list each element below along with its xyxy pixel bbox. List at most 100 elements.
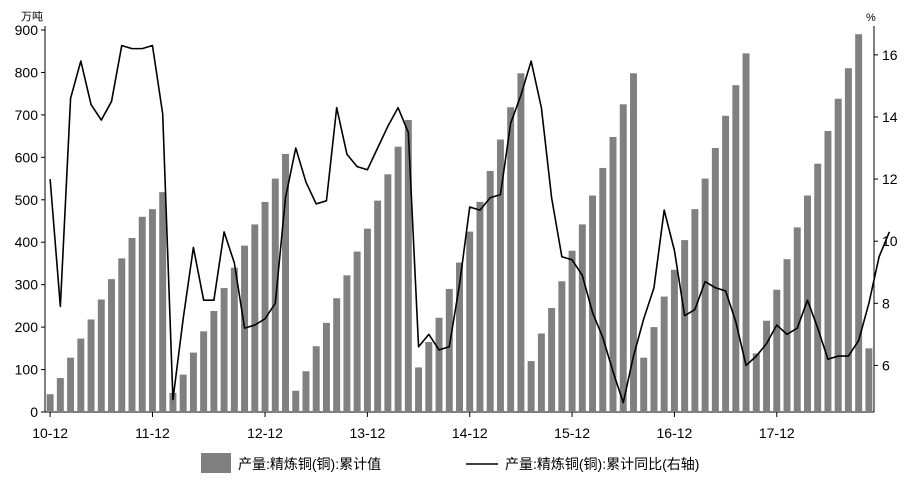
left-tick-label: 600: [15, 149, 39, 165]
bar: [814, 163, 822, 412]
bar: [118, 258, 126, 412]
x-tick-label: 14-12: [452, 425, 488, 441]
bar: [159, 192, 167, 412]
bar: [763, 320, 771, 412]
bar: [752, 353, 760, 412]
bar: [169, 392, 177, 412]
legend: 产量:精炼铜(铜):累计值 产量:精炼铜(铜):累计同比(右轴): [201, 453, 699, 473]
right-tick-label: 8: [882, 295, 890, 311]
line-series: [49, 44, 891, 404]
bar: [548, 308, 556, 412]
bar: [609, 136, 617, 412]
yoy-line: [49, 44, 891, 404]
bar: [128, 237, 136, 412]
right-tick-label: 6: [882, 357, 890, 373]
bar: [333, 298, 341, 412]
legend-bar-label: 产量:精炼铜(铜):累计值: [238, 456, 381, 472]
bar: [312, 346, 320, 412]
bar: [732, 85, 740, 413]
bar: [599, 167, 607, 412]
bar: [670, 269, 678, 412]
bar: [558, 281, 566, 412]
bar: [138, 216, 146, 412]
bar: [640, 357, 648, 412]
left-tick-label: 700: [15, 107, 39, 123]
bar: [179, 374, 187, 412]
bar: [189, 352, 197, 412]
bar: [282, 153, 289, 412]
left-tick-label: 100: [15, 362, 39, 378]
tick-labels: 0 100 200 300 400 500 600 700 800 900 6 8 10 12 14 16 10…: [15, 22, 898, 441]
bar: [568, 250, 576, 412]
bar: [681, 240, 689, 412]
left-tick-label: 800: [15, 64, 39, 80]
left-axis-unit: 万吨: [21, 10, 43, 23]
x-tick-label: 11-12: [135, 425, 170, 441]
bar: [363, 228, 371, 412]
bar: [722, 115, 730, 413]
left-tick-label: 400: [15, 234, 39, 250]
bar: [496, 139, 504, 412]
x-tick-label: 10-12: [32, 425, 68, 441]
legend-bar-swatch: [201, 453, 231, 473]
bar: [589, 195, 597, 412]
left-tick-label: 900: [15, 22, 39, 38]
bar: [456, 262, 463, 412]
bar: [435, 317, 443, 412]
x-tick-label: 17-12: [759, 425, 795, 441]
bar: [322, 322, 330, 412]
legend-line-label: 产量:精炼铜(铜):累计同比(右轴): [505, 456, 699, 472]
bar: [517, 73, 525, 412]
x-tick-label: 13-12: [349, 425, 385, 441]
bar: [425, 341, 433, 412]
bar: [486, 170, 494, 412]
bar: [804, 195, 811, 412]
bar: [793, 227, 801, 412]
x-tick-label: 16-12: [657, 425, 693, 441]
bar: [374, 200, 382, 412]
bar: [261, 201, 269, 412]
bar: [56, 378, 64, 412]
left-tick-label: 500: [15, 192, 39, 208]
bar: [343, 275, 351, 412]
bar: [251, 224, 259, 412]
bar: [824, 131, 832, 412]
bar: [384, 174, 392, 412]
bar: [302, 371, 310, 412]
bar: [292, 390, 300, 412]
right-tick-label: 10: [882, 233, 898, 249]
bar: [200, 331, 208, 412]
bar: [394, 146, 402, 412]
bar: [742, 53, 750, 413]
bar: [711, 148, 719, 412]
bar: [855, 34, 863, 413]
bar: [507, 107, 515, 412]
bar: [650, 327, 658, 412]
bar: [660, 296, 668, 412]
left-tick-label: 200: [15, 319, 39, 335]
bar: [46, 394, 54, 412]
bar: [865, 348, 873, 412]
bar: [404, 119, 412, 412]
bar: [701, 178, 709, 412]
bar: [476, 201, 484, 412]
bar: [844, 68, 852, 412]
x-tick-label: 12-12: [247, 425, 283, 441]
bar: [353, 251, 361, 412]
bar: [773, 289, 781, 412]
bar: [466, 231, 474, 412]
right-tick-label: 16: [882, 47, 898, 63]
bar: [67, 357, 75, 412]
bar: [415, 367, 423, 412]
bar-series: [46, 34, 873, 413]
bar: [783, 259, 791, 412]
bar: [619, 104, 627, 412]
bar: [230, 267, 238, 412]
right-tick-label: 14: [882, 109, 898, 125]
left-tick-label: 0: [30, 404, 38, 420]
bar: [537, 333, 545, 412]
bar: [108, 279, 115, 412]
bar: [691, 209, 699, 412]
bar: [97, 299, 105, 412]
